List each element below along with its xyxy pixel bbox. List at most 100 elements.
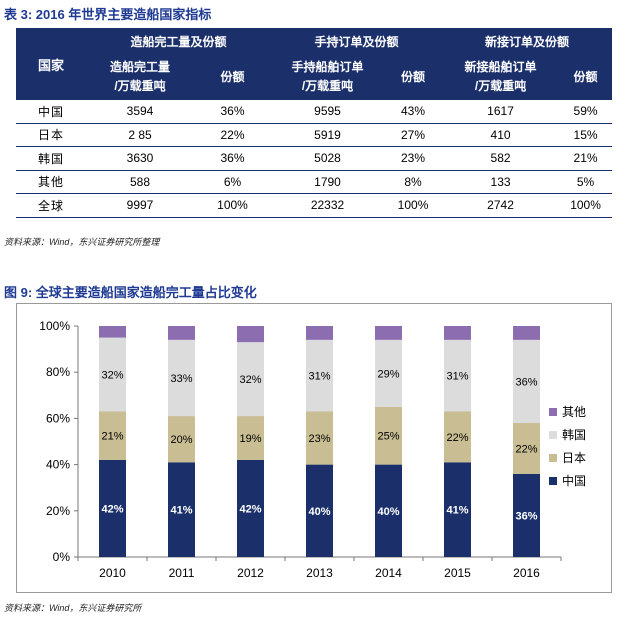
header-completed: 造船完工量/万载重吨	[86, 54, 194, 100]
y-tick-label: 80%	[46, 365, 70, 379]
bar-segment	[99, 411, 126, 460]
x-tick-label: 2010	[99, 566, 126, 580]
cell-new-orders: 2742	[442, 193, 560, 218]
data-label: 32%	[101, 370, 123, 382]
data-label: 32%	[239, 374, 261, 386]
cell-new-orders-share: 15%	[559, 123, 613, 147]
table-caption: 表 3: 2016 年世界主要造船国家指标	[4, 7, 212, 22]
bar-segment	[375, 464, 402, 557]
legend-label: 中国	[562, 473, 586, 488]
table-row: 韩国 3630 36% 5028 23% 582 21%	[16, 146, 613, 171]
cell-backlog: 5028	[271, 146, 385, 171]
data-label: 36%	[515, 510, 537, 522]
data-label: 21%	[101, 431, 123, 443]
header-country: 国家	[16, 28, 86, 100]
cell-country: 日本	[16, 123, 86, 147]
legend-label: 韩国	[562, 427, 586, 442]
legend-label: 其他	[562, 405, 586, 419]
cell-country: 全球	[16, 193, 86, 218]
header-backlog-line1: 手持船舶订单	[291, 60, 364, 74]
cell-completed-share: 36%	[194, 100, 272, 124]
cell-completed-share: 22%	[194, 123, 272, 147]
cell-new-orders: 133	[442, 170, 560, 194]
y-tick-label: 20%	[46, 504, 70, 518]
bar-segment	[168, 339, 195, 417]
table-row: 其他 588 6% 1790 8% 133 5%	[16, 170, 613, 194]
cell-country: 其他	[16, 170, 86, 194]
cell-new-orders-share: 21%	[559, 146, 613, 171]
stacked-bar-chart: 0% 20% 40% 60% 80% 100% 42% 21% 32% 2010 41% 20% 33%…	[39, 319, 586, 580]
bar-segment	[237, 342, 264, 417]
bar-segment	[168, 462, 195, 557]
bar-segment	[375, 406, 402, 465]
data-label: 36%	[515, 376, 537, 388]
legend-swatch	[549, 477, 557, 485]
data-label: 42%	[101, 503, 123, 515]
x-tick-label: 2012	[237, 566, 264, 580]
bar-segment	[513, 473, 540, 557]
data-label: 33%	[170, 373, 192, 385]
cell-completed: 588	[86, 170, 194, 194]
bar-segment	[99, 326, 126, 338]
bar-segment	[444, 411, 471, 463]
data-label: 31%	[446, 371, 468, 383]
header-backlog: 手持船舶订单/万载重吨	[271, 54, 385, 100]
cell-completed: 9997	[86, 193, 194, 218]
chart-caption: 图 9: 全球主要造船国家造船完工量占比变化	[4, 285, 257, 300]
bar-segment	[306, 464, 333, 557]
shipbuilding-indicators-table: 国家 造船完工量及份额 手持订单及份额 新接订单及份额 造船完工量/万载重吨 份…	[16, 28, 613, 218]
chart-frame	[16, 303, 612, 593]
header-backlog-share: 份额	[384, 54, 443, 100]
table-header-row: 国家 造船完工量及份额 手持订单及份额 新接订单及份额	[16, 28, 613, 100]
legend-label: 日本	[562, 451, 586, 465]
cell-backlog-share: 27%	[384, 123, 443, 147]
cell-completed: 2 85	[86, 123, 194, 147]
bar-segment	[375, 339, 402, 407]
data-label: 41%	[170, 505, 192, 517]
cell-new-orders-share: 100%	[559, 193, 613, 218]
y-tick-label: 40%	[46, 458, 70, 472]
header-new-orders: 新接船舶订单/万载重吨	[442, 54, 560, 100]
bar-segment	[237, 416, 264, 460]
data-label: 19%	[239, 433, 261, 445]
cell-country: 韩国	[16, 146, 86, 171]
header-new-orders-line1: 新接船舶订单	[464, 60, 537, 74]
cell-backlog: 9595	[271, 100, 385, 124]
cell-backlog: 1790	[271, 170, 385, 194]
bar-segment	[99, 459, 126, 557]
legend-swatch	[549, 431, 557, 439]
table-subheader-row: 造船完工量/万载重吨 份额 手持船舶订单/万载重吨 份额 新接船舶订单/万载重吨…	[16, 54, 613, 100]
y-tick-label: 0%	[53, 550, 71, 564]
bar-segment	[444, 326, 471, 340]
cell-backlog-share: 23%	[384, 146, 443, 171]
bar-segment	[444, 339, 471, 412]
x-tick-label: 2016	[513, 566, 540, 580]
table-row: 全球 9997 100% 22332 100% 2742 100%	[16, 193, 613, 218]
data-label: 22%	[515, 443, 537, 455]
cell-country: 中国	[16, 100, 86, 124]
data-label: 25%	[377, 431, 399, 443]
bar-segment	[237, 326, 264, 343]
x-tick-label: 2013	[306, 566, 333, 580]
data-label: 23%	[308, 433, 330, 445]
cell-completed: 3630	[86, 146, 194, 171]
bar-segment	[513, 423, 540, 474]
header-group-completed: 造船完工量及份额	[86, 28, 272, 54]
bar-segment	[444, 462, 471, 557]
data-label: 20%	[170, 434, 192, 446]
data-label: 31%	[308, 371, 330, 383]
data-label: 22%	[446, 432, 468, 444]
x-tick-label: 2014	[375, 566, 402, 580]
header-group-backlog: 手持订单及份额	[271, 28, 443, 54]
table-row: 日本 2 85 22% 5919 27% 410 15%	[16, 123, 613, 147]
data-label: 29%	[377, 368, 399, 380]
bar-segment	[306, 326, 333, 340]
data-label: 40%	[377, 506, 399, 518]
chart-source-note: 资料来源：Wind，东兴证券研究所	[4, 603, 142, 613]
cell-completed-share: 6%	[194, 170, 272, 194]
header-completed-share: 份额	[194, 54, 272, 100]
table-row: 中国 3594 36% 9595 43% 1617 59%	[16, 100, 613, 124]
cell-new-orders-share: 5%	[559, 170, 613, 194]
data-label: 42%	[239, 503, 261, 515]
header-new-orders-line2: /万载重吨	[474, 79, 527, 93]
